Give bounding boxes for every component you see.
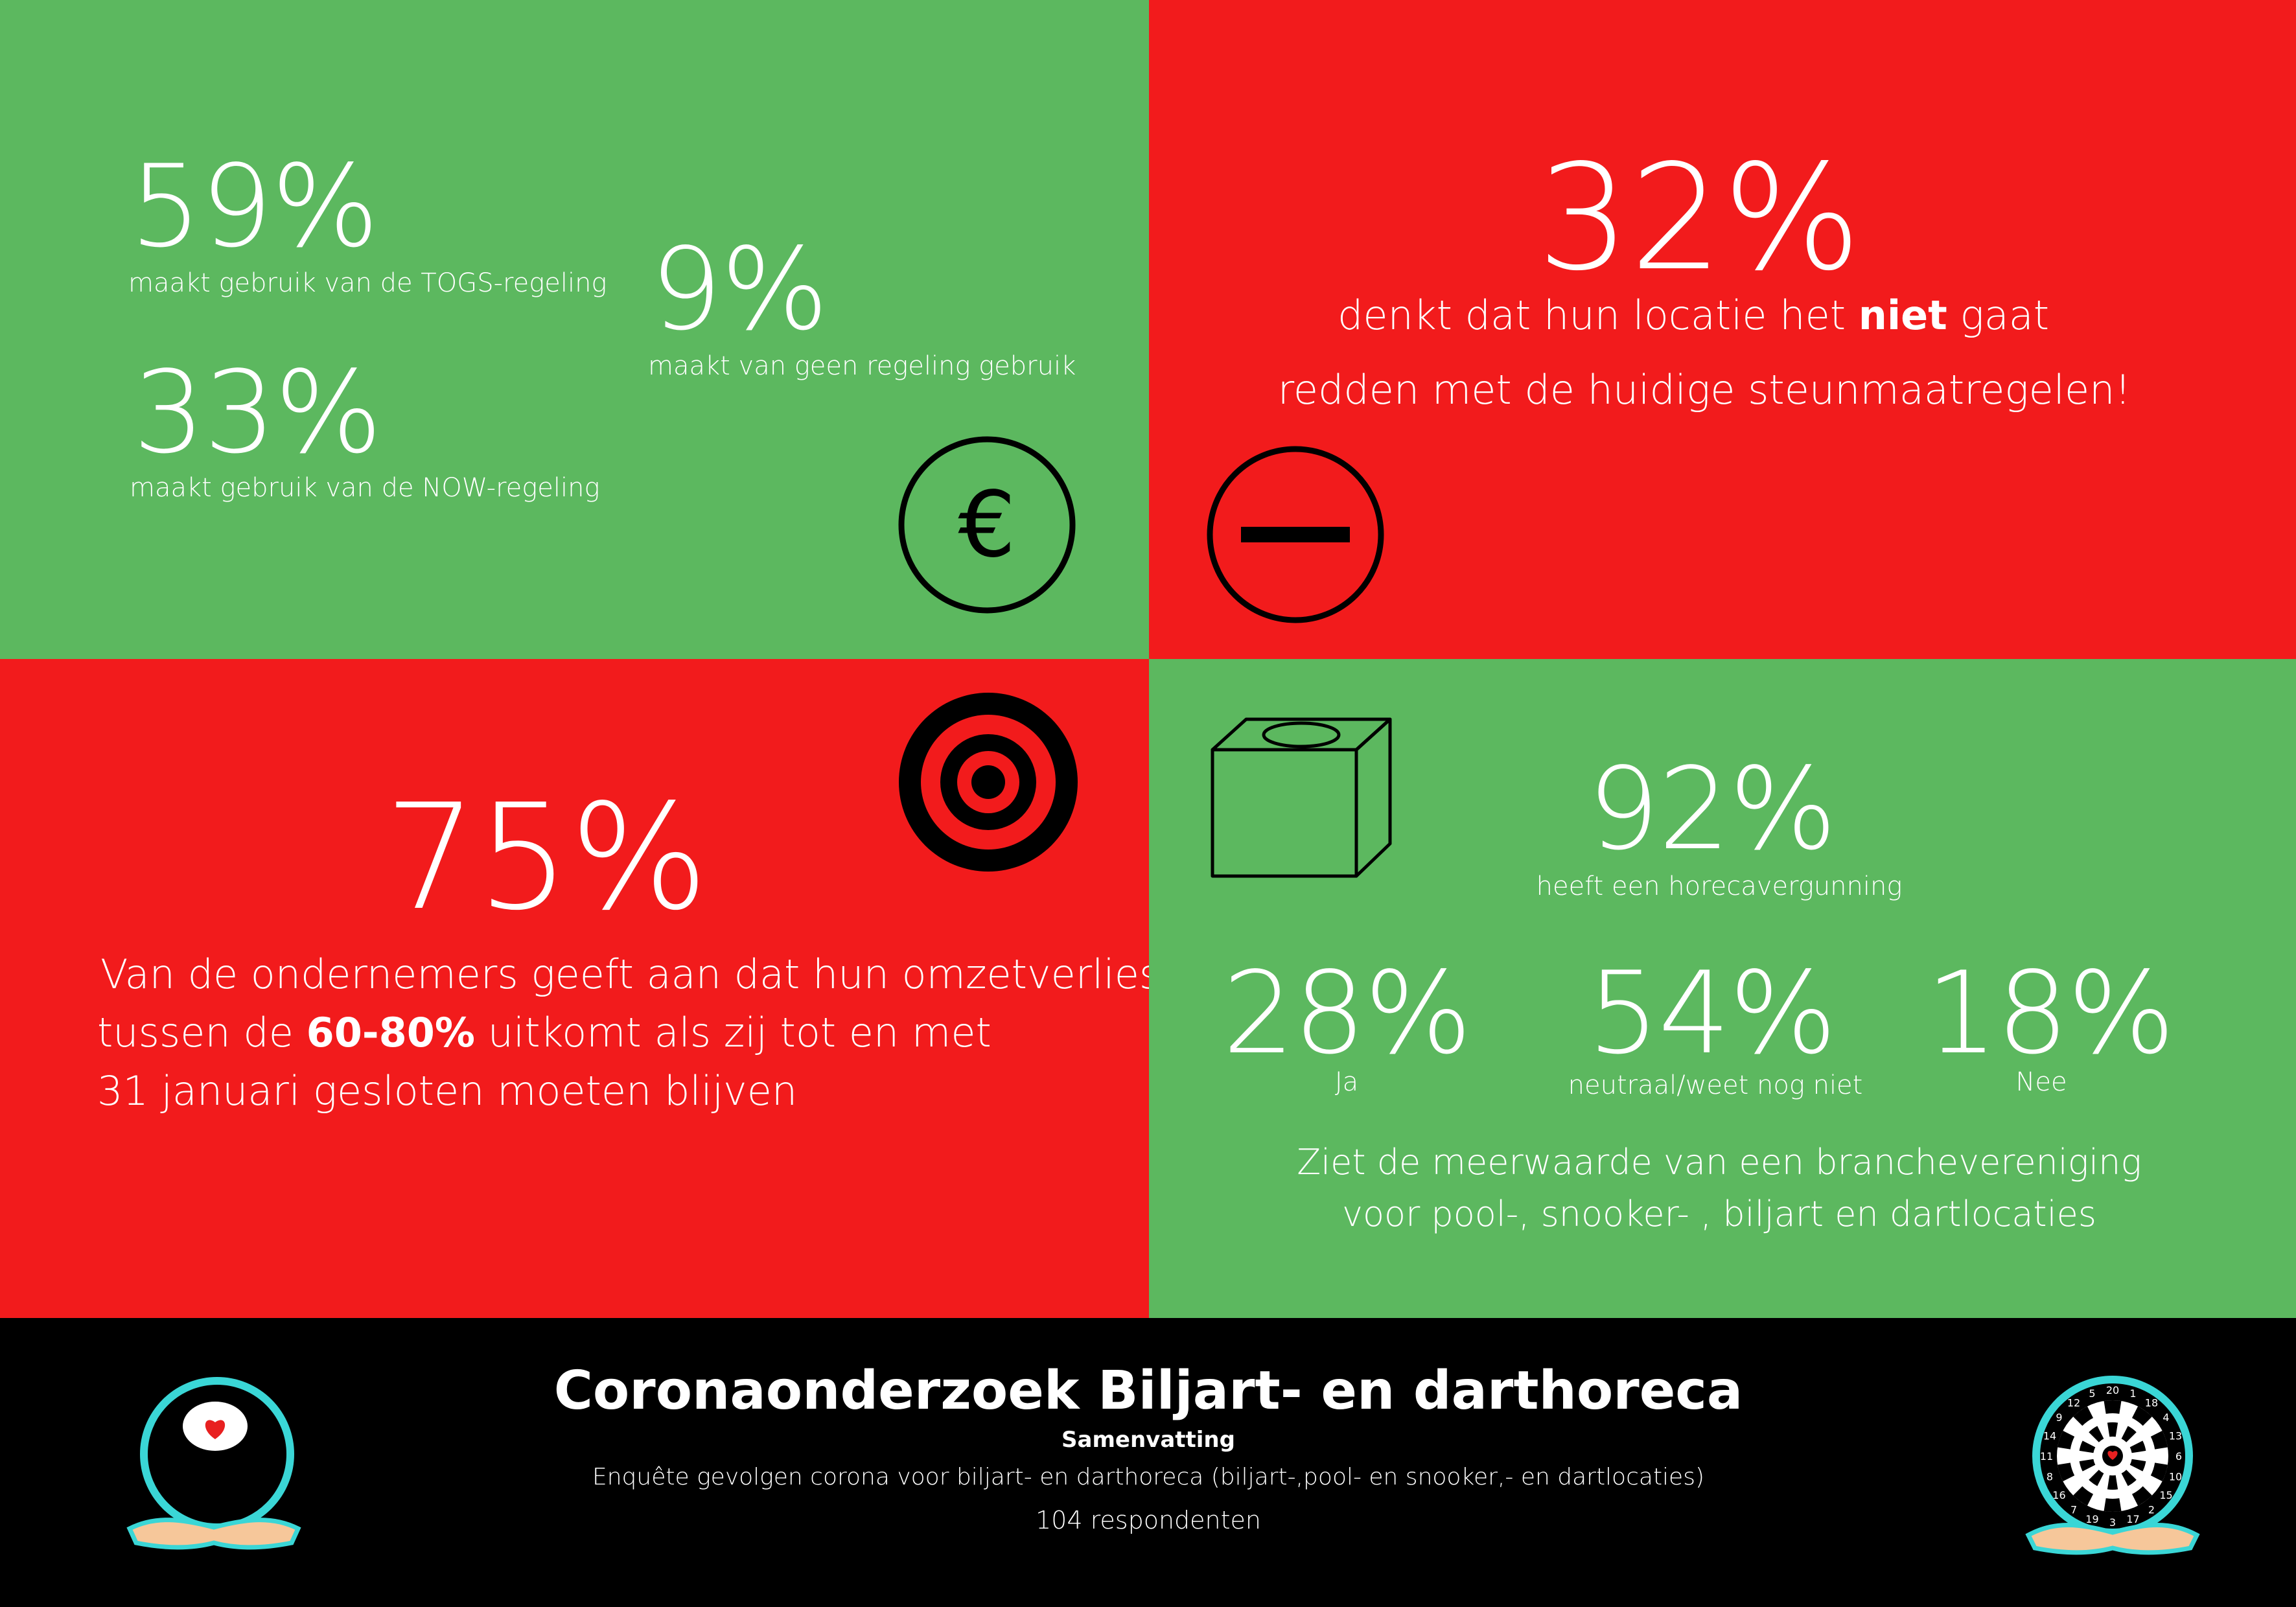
- dart-segment: [2131, 1406, 2152, 1426]
- dart-segment: [2107, 1475, 2118, 1490]
- no-percentage: 18%: [1925, 948, 2175, 1080]
- dart-segment: [2073, 1486, 2094, 1506]
- dart-number: 9: [2056, 1411, 2062, 1424]
- insufficient-line2: redden met de huidige steunmaatregelen!: [1277, 366, 2131, 413]
- dart-segment: [2058, 1430, 2075, 1450]
- dart-number: 4: [2163, 1411, 2169, 1424]
- dart-number: 11: [2040, 1450, 2053, 1462]
- dart-segment: [2107, 1422, 2118, 1437]
- no-scheme-percentage: 9%: [650, 224, 829, 356]
- dart-number: 3: [2109, 1516, 2116, 1529]
- dart-segment: [2073, 1406, 2094, 1426]
- chalk-cube-icon: [1211, 717, 1392, 878]
- dart-number: 18: [2145, 1396, 2158, 1409]
- target-icon: [899, 693, 1078, 872]
- dart-segment: [2131, 1486, 2152, 1506]
- dart-number: 6: [2175, 1450, 2182, 1462]
- dart-number: 20: [2106, 1384, 2119, 1396]
- dart-segment: [2104, 1400, 2122, 1414]
- panel-branch-association: 92% heeft een horecavergunning 28% Ja 54…: [1149, 659, 2296, 1318]
- license-percentage: 92%: [1587, 744, 1837, 875]
- association-caption-line1: Ziet de meerwaarde van een branchevereni…: [1297, 1142, 2142, 1183]
- yes-label: Ja: [1334, 1067, 1359, 1097]
- insufficient-line1: denkt dat hun locatie het niet gaat: [1337, 292, 2050, 339]
- no-label: Nee: [2015, 1067, 2067, 1097]
- revenue-loss-line3: 31 januari gesloten moeten blijven: [97, 1067, 798, 1115]
- insufficient-percentage: 32%: [1536, 133, 1862, 303]
- dart-segment: [2121, 1470, 2137, 1486]
- dart-segment: [2058, 1462, 2075, 1482]
- panel-support-insufficient: 32% denkt dat hun locatie het niet gaat …: [1149, 0, 2296, 659]
- neutral-label: neutraal/weet nog niet: [1568, 1070, 1863, 1100]
- dart-number: 14: [2043, 1429, 2056, 1442]
- dart-number: 2: [2148, 1504, 2155, 1516]
- dart-segment: [2079, 1459, 2096, 1472]
- dart-segment: [2121, 1426, 2137, 1442]
- revenue-loss-line2: tussen de 60-80% uitkomt als zij tot en …: [97, 1009, 991, 1056]
- dart-segment: [2129, 1459, 2146, 1472]
- minus-circle-icon: [1207, 446, 1384, 623]
- euro-circle-icon: €: [898, 436, 1076, 614]
- panel-revenue-loss: 75% Van de ondernemers geeft aan dat hun…: [0, 659, 1160, 1318]
- footer-title: Coronaonderzoek Biljart- en darthoreca: [553, 1360, 1743, 1422]
- togs-percentage: 59%: [130, 141, 379, 273]
- svg-text:€: €: [958, 472, 1015, 578]
- dart-number: 8: [2047, 1471, 2053, 1483]
- yes-percentage: 28%: [1222, 948, 1472, 1080]
- revenue-loss-line1: Van de ondernemers geeft aan dat hun omz…: [100, 951, 1161, 998]
- dart-number: 12: [2067, 1396, 2080, 1409]
- dart-segment: [2089, 1426, 2104, 1442]
- dart-number: 15: [2159, 1489, 2172, 1501]
- no-scheme-label: maakt van geen regeling gebruik: [648, 351, 1076, 381]
- dart-segment: [2104, 1498, 2122, 1512]
- dart-number: 17: [2126, 1513, 2139, 1525]
- dart-number: 1: [2129, 1387, 2136, 1400]
- association-caption-line2: voor pool-, snooker- , biljart en dartlo…: [1342, 1194, 2096, 1234]
- now-percentage: 33%: [133, 347, 382, 479]
- dart-segment: [2150, 1462, 2168, 1482]
- now-label: maakt gebruik van de NOW-regeling: [130, 473, 600, 503]
- license-label: heeft een horecavergunning: [1536, 872, 1903, 901]
- dart-number: 5: [2089, 1387, 2095, 1400]
- dart-segment: [2089, 1470, 2104, 1486]
- dart-number: 10: [2169, 1471, 2182, 1483]
- billiard-ball-hand-logo: [126, 1377, 301, 1550]
- dart-segment: [2150, 1430, 2168, 1450]
- dart-number: 13: [2169, 1429, 2182, 1442]
- footer-description: Enquête gevolgen corona voor biljart- en…: [592, 1464, 1705, 1490]
- footer: Coronaonderzoek Biljart- en darthoreca S…: [0, 1318, 2296, 1607]
- neutral-percentage: 54%: [1587, 948, 1837, 1080]
- dart-number: 16: [2052, 1489, 2065, 1501]
- dartboard-hand-logo: 20 1 18 413 6 10 15 2 17 3 19 7 16 8 11 149 12 5: [2025, 1376, 2200, 1555]
- togs-label: maakt gebruik van de TOGS-regeling: [128, 268, 607, 298]
- panel-subsidy-usage: 59% maakt gebruik van de TOGS-regeling 3…: [0, 0, 1149, 659]
- dart-segment: [2079, 1440, 2096, 1453]
- footer-subtitle: Samenvatting: [1061, 1427, 1235, 1453]
- footer-respondents: 104 respondenten: [1036, 1506, 1261, 1534]
- revenue-loss-percentage: 75%: [384, 773, 709, 943]
- dart-number: 7: [2070, 1504, 2077, 1516]
- dart-number: 19: [2085, 1513, 2098, 1525]
- dart-segment: [2129, 1440, 2146, 1453]
